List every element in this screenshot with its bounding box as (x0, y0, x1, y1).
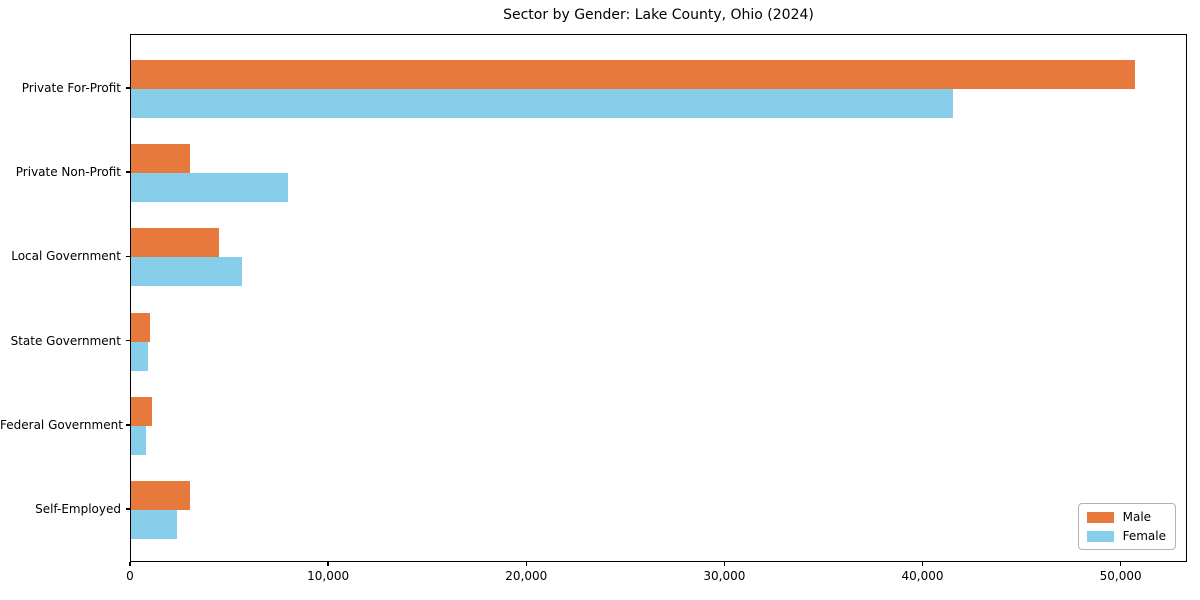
xtick-mark (921, 562, 924, 566)
xtick-mark (525, 562, 527, 566)
bar-male-state-government (131, 312, 150, 342)
bar-male-local-government (131, 228, 220, 258)
ytick-mark (126, 424, 130, 426)
xtick-mark (327, 562, 329, 566)
legend-swatch-male (1086, 511, 1114, 523)
legend-item-female: Female (1086, 529, 1166, 543)
xtick-label-50-000: 50,000 (1099, 569, 1142, 583)
bar-female-private-non-profit (131, 173, 288, 203)
bar-male-private-non-profit (131, 144, 191, 174)
bar-female-federal-government (131, 425, 146, 455)
ytick-label-federal-government: Federal Government (0, 417, 123, 432)
ytick-label-private-non-profit: Private Non-Profit (15, 165, 121, 180)
legend-swatch-female (1086, 530, 1114, 542)
legend: Male Female (1077, 503, 1176, 550)
bar-female-self-employed (131, 510, 177, 539)
legend-label-female: Female (1122, 529, 1166, 543)
ytick-label-private-for-profit: Private For-Profit (21, 81, 121, 95)
ytick-mark (126, 508, 130, 510)
chart-title: Sector by Gender: Lake County, Ohio (202… (503, 7, 814, 23)
xtick-label-0: 0 (126, 569, 134, 583)
ytick-mark (126, 87, 130, 89)
bar-male-private-for-profit (131, 60, 1136, 89)
xtick-label-20-000: 20,000 (505, 569, 548, 583)
xtick-mark (129, 562, 131, 566)
xtick-mark (1119, 562, 1122, 566)
bar-female-state-government (131, 341, 148, 371)
bar-female-local-government (131, 257, 242, 287)
xtick-label-40-000: 40,000 (901, 569, 944, 583)
bar-female-private-for-profit (131, 89, 954, 118)
legend-item-male: Male (1086, 510, 1166, 524)
xtick-mark (723, 562, 726, 566)
bar-male-self-employed (131, 481, 191, 510)
legend-label-male: Male (1122, 510, 1152, 524)
ytick-label-local-government: Local Government (11, 249, 121, 264)
ytick-mark (126, 171, 130, 173)
bar-male-federal-government (131, 396, 152, 426)
ytick-label-self-employed: Self-Employed (35, 502, 121, 516)
xtick-label-10-000: 10,000 (307, 569, 350, 583)
ytick-mark (126, 255, 130, 258)
xtick-label-30-000: 30,000 (703, 569, 746, 583)
ytick-label-state-government: State Government (10, 333, 121, 348)
ytick-mark (126, 339, 130, 342)
plot-area: Male Female (130, 34, 1187, 562)
